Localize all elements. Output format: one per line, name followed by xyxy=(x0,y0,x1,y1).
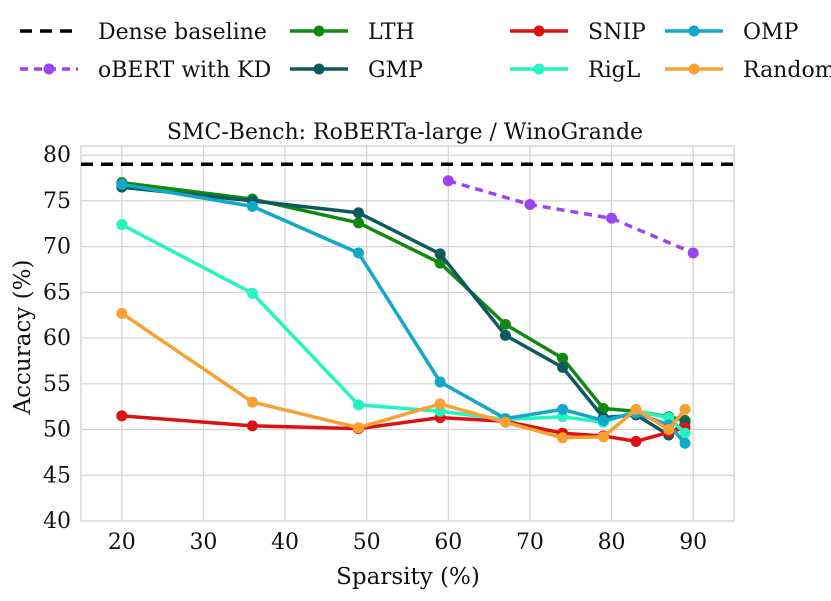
legend-label: Random xyxy=(743,58,831,83)
x-tick-label: 70 xyxy=(516,530,544,555)
data-point-random xyxy=(353,422,365,434)
series-lth xyxy=(116,177,691,426)
series-line-snip xyxy=(120,414,687,444)
data-point-omp xyxy=(679,437,691,449)
legend-label: Dense baseline xyxy=(98,20,267,45)
legend-label: SNIP xyxy=(588,20,646,45)
legend-item-lth: LTH xyxy=(290,20,415,45)
legend-item-snip: SNIP xyxy=(510,20,646,45)
x-axis-ticks: 20 30 40 50 60 70 80 90 xyxy=(108,530,707,555)
data-point-gmp xyxy=(499,329,511,341)
data-point-random xyxy=(434,398,446,410)
legend-marker xyxy=(43,63,55,75)
data-point-lth xyxy=(434,257,446,269)
x-tick-label: 90 xyxy=(679,530,707,555)
legend-marker xyxy=(688,63,700,75)
data-point-gmp xyxy=(434,248,446,260)
legend: Dense baseline oBERT with KD LTH GMP SNIP Rig… xyxy=(20,20,831,83)
legend-marker xyxy=(533,63,545,75)
data-point-obert-with-kd xyxy=(524,199,536,211)
x-axis-label: Sparsity (%) xyxy=(336,564,480,590)
data-point-lth xyxy=(499,318,511,330)
y-tick-label: 50 xyxy=(43,418,71,443)
series-line-random xyxy=(120,311,687,440)
series-obert-with-kd xyxy=(442,175,699,259)
y-tick-label: 65 xyxy=(43,280,71,305)
data-point-omp xyxy=(246,200,258,212)
data-point-random xyxy=(246,396,258,408)
y-tick-label: 55 xyxy=(43,372,71,397)
data-point-rigl xyxy=(353,399,365,411)
data-point-obert-with-kd xyxy=(442,175,454,187)
legend-label: RigL xyxy=(588,58,641,83)
y-tick-label: 80 xyxy=(43,143,71,168)
data-point-random xyxy=(630,403,642,415)
y-tick-label: 45 xyxy=(43,463,71,488)
data-point-random xyxy=(116,307,128,319)
legend-item-random: Random xyxy=(665,58,831,83)
data-point-random xyxy=(663,424,675,436)
data-point-omp xyxy=(557,403,569,415)
y-tick-label: 40 xyxy=(43,509,71,534)
grid xyxy=(81,146,734,522)
series-line-lth xyxy=(120,180,687,423)
x-tick-label: 30 xyxy=(189,530,217,555)
data-point-rigl xyxy=(116,219,128,231)
data-point-obert-with-kd xyxy=(687,247,699,259)
legend-item-obert-with-kd: oBERT with KD xyxy=(20,58,271,83)
legend-label: OMP xyxy=(743,20,799,45)
series-line-obert-with-kd xyxy=(447,179,694,255)
data-point-lth xyxy=(353,217,365,229)
data-point-snip xyxy=(246,420,258,432)
series-layer xyxy=(81,162,734,449)
y-tick-label: 70 xyxy=(43,235,71,260)
data-point-omp xyxy=(597,414,609,426)
legend-marker xyxy=(688,25,700,37)
series-random xyxy=(116,307,691,444)
data-point-random xyxy=(557,432,569,444)
data-point-omp xyxy=(434,376,446,388)
legend-item-gmp: GMP xyxy=(290,58,423,83)
data-point-gmp xyxy=(353,207,365,219)
data-point-omp xyxy=(353,247,365,259)
y-axis-label: Accuracy (%) xyxy=(10,260,36,416)
data-point-rigl xyxy=(679,427,691,439)
x-tick-label: 20 xyxy=(108,530,136,555)
x-tick-label: 40 xyxy=(271,530,299,555)
legend-label: GMP xyxy=(368,58,423,83)
x-tick-label: 60 xyxy=(434,530,462,555)
data-point-random xyxy=(679,403,691,415)
y-tick-label: 75 xyxy=(43,189,71,214)
y-tick-label: 60 xyxy=(43,326,71,351)
data-point-omp xyxy=(116,178,128,190)
legend-item-omp: OMP xyxy=(665,20,799,45)
data-point-random xyxy=(499,416,511,428)
data-point-snip xyxy=(630,435,642,447)
legend-label: LTH xyxy=(368,20,415,45)
legend-item-rigl: RigL xyxy=(510,58,641,83)
x-tick-label: 80 xyxy=(598,530,626,555)
legend-item-dense-baseline: Dense baseline xyxy=(20,20,267,45)
chart-title: SMC-Bench: RoBERTa-large / WinoGrande xyxy=(167,120,643,145)
legend-marker xyxy=(313,25,325,37)
y-axis-ticks: 40 45 50 55 60 65 70 75 80 xyxy=(43,143,71,534)
series-gmp xyxy=(116,181,691,441)
x-tick-label: 50 xyxy=(353,530,381,555)
legend-marker xyxy=(313,63,325,75)
data-point-random xyxy=(597,431,609,443)
data-point-lth xyxy=(597,403,609,414)
data-point-snip xyxy=(116,410,128,422)
data-point-lth xyxy=(557,352,569,364)
data-point-gmp xyxy=(557,361,569,373)
legend-label: oBERT with KD xyxy=(98,58,271,83)
data-point-obert-with-kd xyxy=(606,212,618,224)
legend-marker xyxy=(533,25,545,37)
data-point-rigl xyxy=(246,287,258,299)
series-line-gmp xyxy=(120,185,687,437)
series-line-rigl xyxy=(120,222,687,435)
